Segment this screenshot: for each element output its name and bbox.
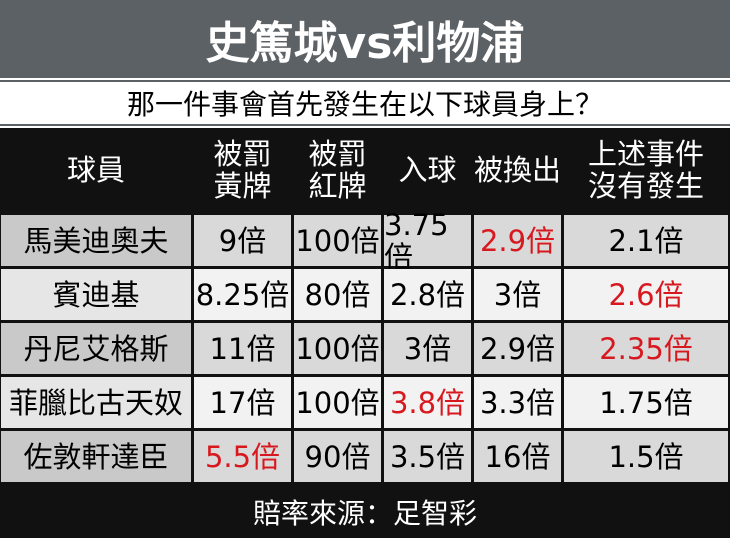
odds-cell: 2.35倍 xyxy=(564,323,728,374)
odds-text: 9倍 xyxy=(218,223,267,258)
player-cell: 佐敦軒達臣 xyxy=(1,431,191,482)
player-cell: 菲臘比古天奴 xyxy=(1,377,191,428)
odds-cell: 17倍 xyxy=(194,377,291,428)
odds-text: 5.5倍 xyxy=(204,439,281,474)
odds-text: 11倍 xyxy=(209,331,276,366)
odds-cell: 90倍 xyxy=(294,431,381,482)
odds-cell: 3倍 xyxy=(384,323,471,374)
odds-cell: 80倍 xyxy=(294,269,381,320)
odds-cell: 8.25倍 xyxy=(194,269,291,320)
header-cell: 被罰 黃牌 xyxy=(194,128,291,212)
player-name: 丹尼艾格斯 xyxy=(23,331,169,366)
odds-cell: 3.8倍 xyxy=(384,377,471,428)
odds-cell: 3.3倍 xyxy=(474,377,561,428)
odds-text: 17倍 xyxy=(209,385,276,420)
header-text: 球員 xyxy=(66,153,125,187)
odds-text: 80倍 xyxy=(304,277,371,312)
header-cell: 上述事件 沒有發生 xyxy=(564,128,728,212)
odds-text: 3.8倍 xyxy=(389,385,466,420)
header-text: 被罰 xyxy=(308,137,367,171)
odds-text: 90倍 xyxy=(304,439,371,474)
player-name: 菲臘比古天奴 xyxy=(8,385,183,420)
player-name: 馬美迪奧夫 xyxy=(23,223,169,258)
odds-cell: 2.9倍 xyxy=(474,215,561,266)
odds-text: 8.25倍 xyxy=(195,277,290,312)
odds-text: 3.3倍 xyxy=(479,385,556,420)
header-text: 被罰 xyxy=(213,137,272,171)
odds-text: 2.8倍 xyxy=(389,277,466,312)
header-text: 紅牌 xyxy=(308,169,367,203)
header-cell: 入球 xyxy=(384,128,471,212)
header-text: 黃牌 xyxy=(213,169,272,203)
odds-text: 100倍 xyxy=(295,385,380,420)
odds-text: 100倍 xyxy=(295,223,380,258)
odds-text: 3.5倍 xyxy=(389,439,466,474)
odds-text: 2.35倍 xyxy=(599,331,693,366)
player-name: 賓迪基 xyxy=(52,277,140,312)
header-cell: 球員 xyxy=(1,128,191,212)
odds-cell: 1.75倍 xyxy=(564,377,728,428)
header-cell: 被罰 紅牌 xyxy=(294,128,381,212)
odds-cell: 3.5倍 xyxy=(384,431,471,482)
header-text: 上述事件 xyxy=(587,137,704,171)
header-text: 沒有發生 xyxy=(587,169,704,203)
odds-cell: 5.5倍 xyxy=(194,431,291,482)
odds-cell: 2.9倍 xyxy=(474,323,561,374)
odds-cell: 1.5倍 xyxy=(564,431,728,482)
odds-text: 3.75倍 xyxy=(384,207,449,274)
odds-cell: 11倍 xyxy=(194,323,291,374)
odds-text: 1.5倍 xyxy=(608,439,684,474)
odds-cell: 3倍 xyxy=(474,269,561,320)
odds-table: 球員 被罰 黃牌 被罰 紅牌 入球 被換出 上述事件 沒有發生 馬美迪奧夫 9倍 100倍 3.75倍 2… xyxy=(0,128,730,538)
player-cell: 丹尼艾格斯 xyxy=(1,323,191,374)
subtitle: 那一件事會首先發生在以下球員身上？ xyxy=(0,80,730,126)
odds-text: 16倍 xyxy=(484,439,551,474)
player-cell: 賓迪基 xyxy=(1,269,191,320)
odds-text: 3倍 xyxy=(403,331,452,366)
odds-text: 3倍 xyxy=(493,277,542,312)
odds-text: 2.1倍 xyxy=(608,223,684,258)
odds-text: 2.9倍 xyxy=(479,331,556,366)
odds-cell: 100倍 xyxy=(294,377,381,428)
header-text: 入球 xyxy=(398,153,457,187)
odds-cell: 100倍 xyxy=(294,323,381,374)
player-name: 佐敦軒達臣 xyxy=(23,439,169,474)
odds-cell: 2.8倍 xyxy=(384,269,471,320)
odds-cell: 3.75倍 xyxy=(384,209,471,273)
odds-cell: 16倍 xyxy=(474,431,561,482)
source-note: 賠率來源：足智彩 xyxy=(0,485,730,538)
odds-text: 100倍 xyxy=(295,331,380,366)
odds-text: 2.6倍 xyxy=(608,277,684,312)
odds-text: 2.9倍 xyxy=(479,223,556,258)
odds-cell: 100倍 xyxy=(294,215,381,266)
header-cell: 被換出 xyxy=(474,128,561,212)
odds-text: 1.75倍 xyxy=(599,385,693,420)
odds-cell: 2.6倍 xyxy=(564,269,728,320)
header-text: 被換出 xyxy=(474,153,562,187)
player-cell: 馬美迪奧夫 xyxy=(1,215,191,266)
title: 史篤城vs利物浦 xyxy=(0,0,730,78)
odds-cell: 2.1倍 xyxy=(564,215,728,266)
odds-cell: 9倍 xyxy=(194,215,291,266)
